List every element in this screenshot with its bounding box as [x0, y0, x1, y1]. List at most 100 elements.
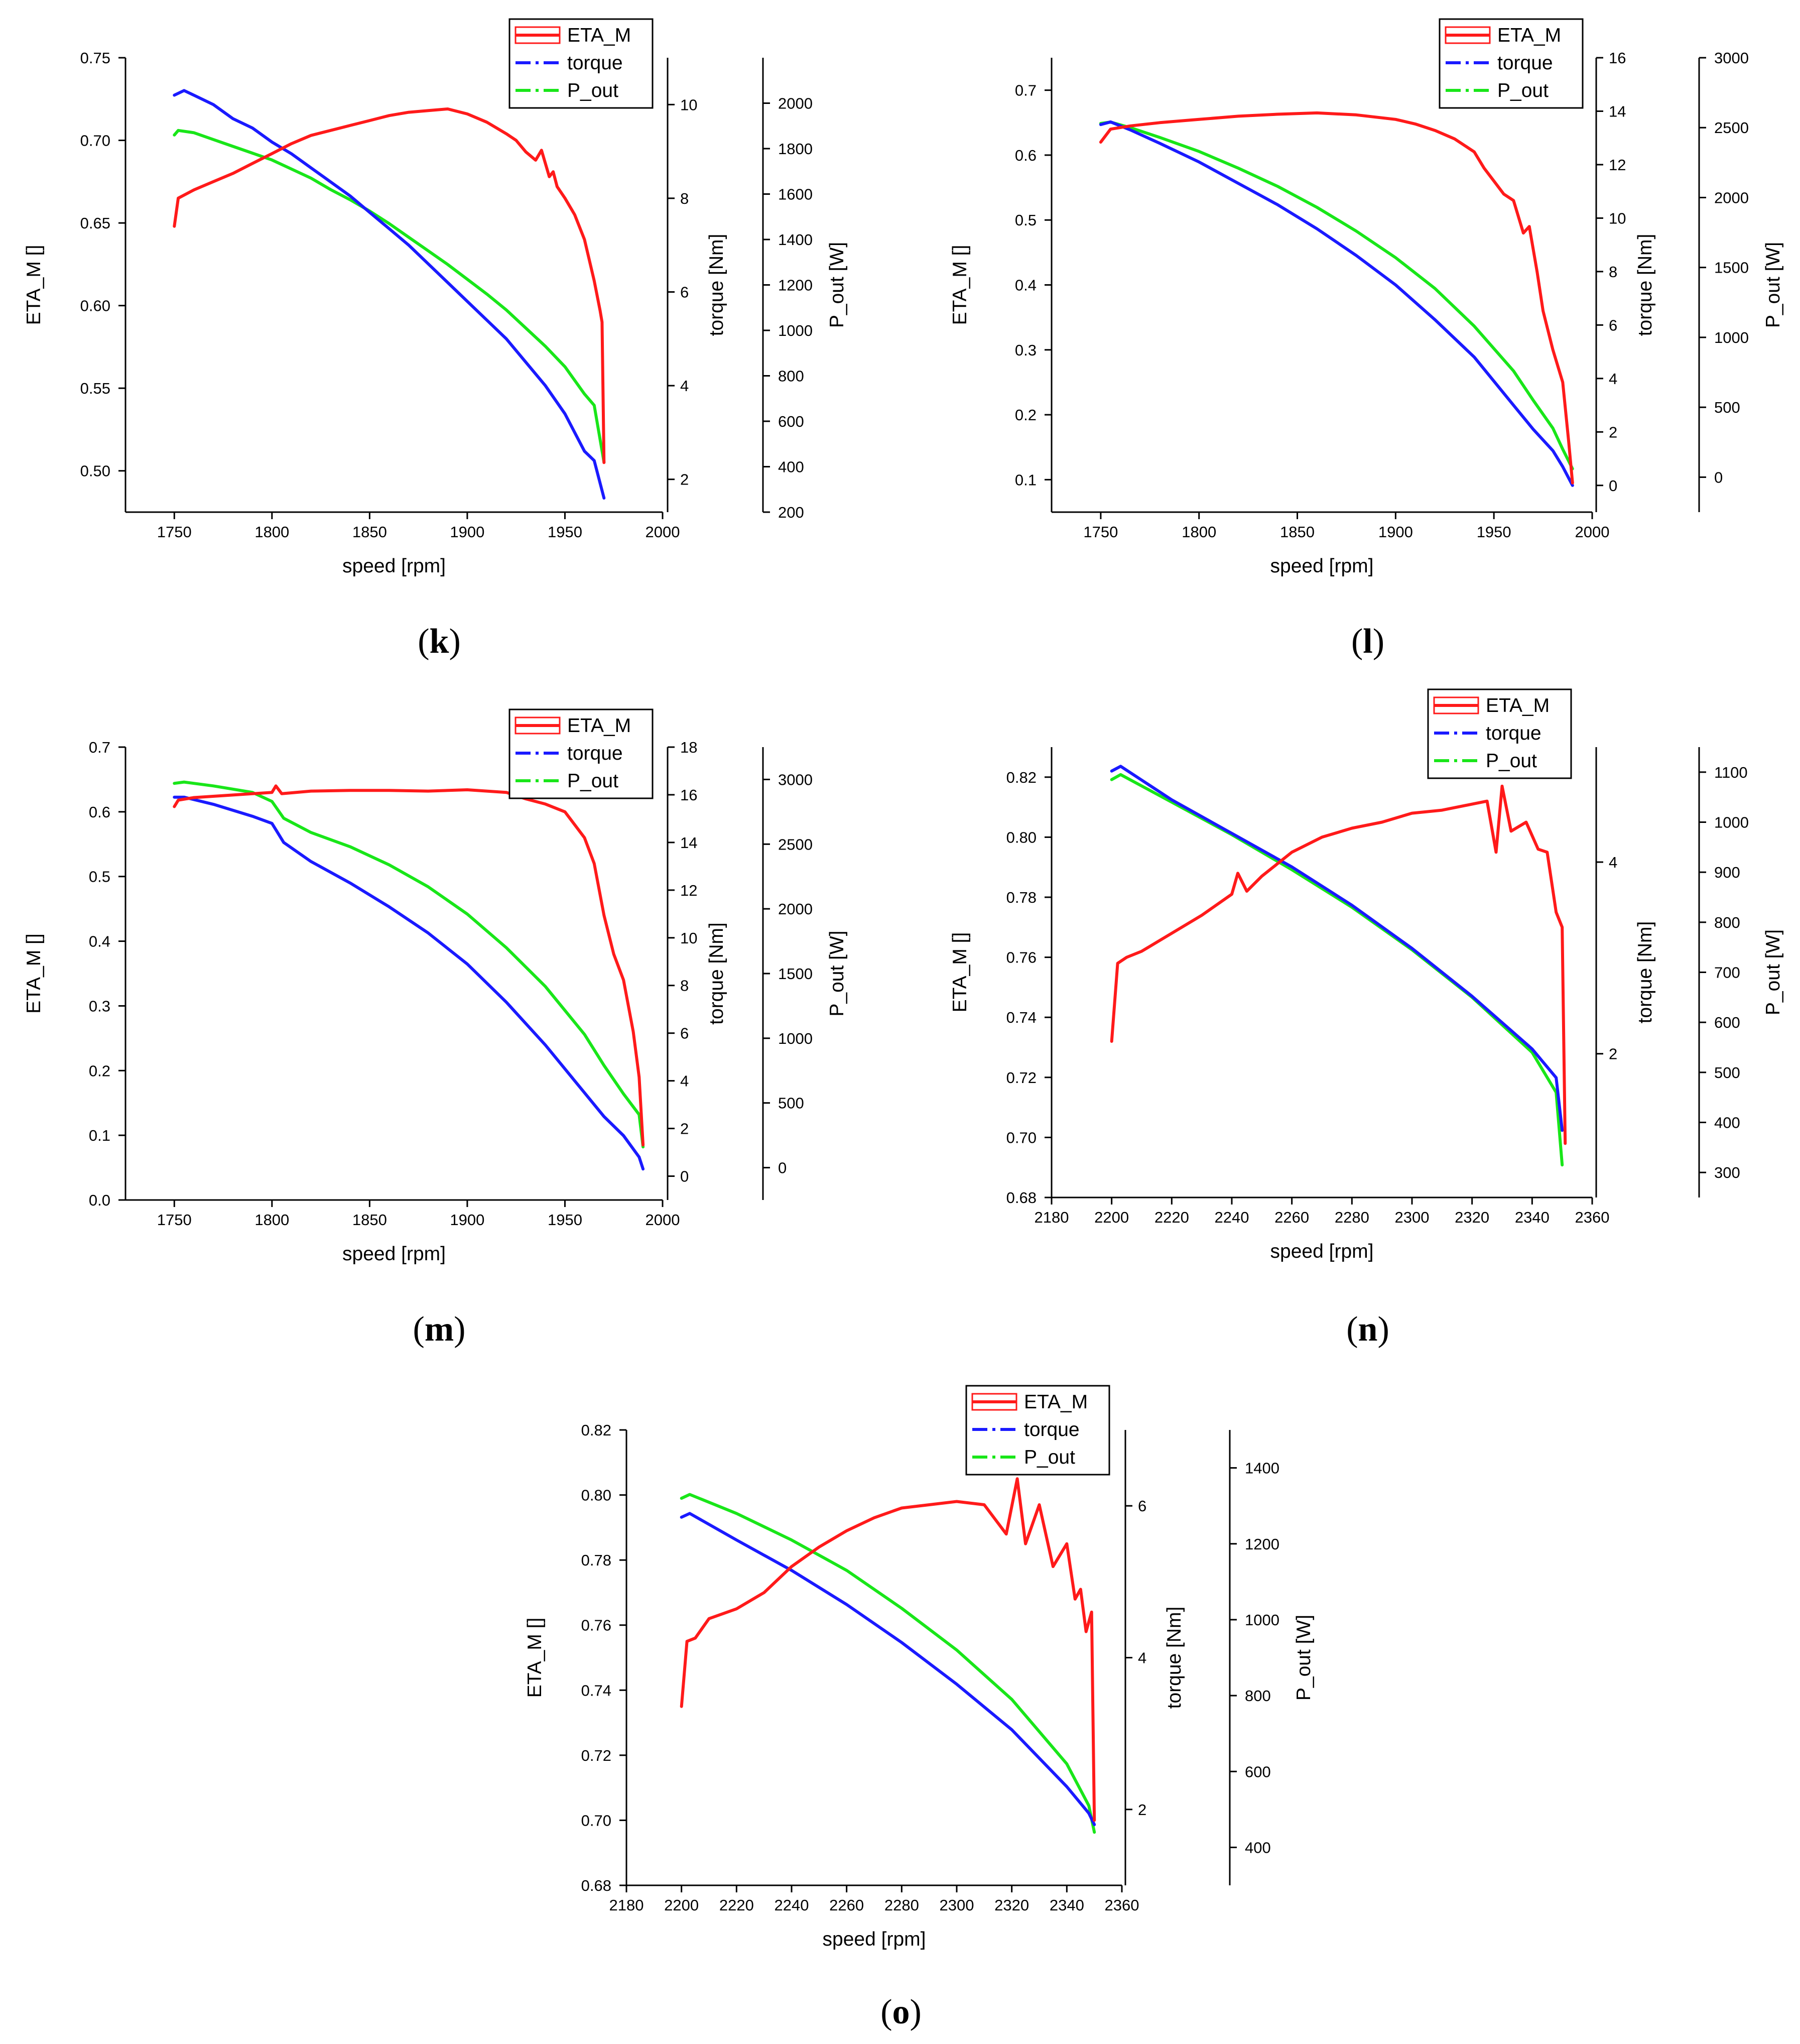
torque-tick-label: 2	[1138, 1801, 1146, 1819]
p-out-tick-label: 1600	[778, 186, 813, 203]
x-tick-label: 1850	[352, 1211, 387, 1229]
p-out-axis-label: P_out [W]	[1293, 1615, 1315, 1701]
eta-tick-label: 0.68	[1006, 1189, 1037, 1207]
torque-tick-label: 14	[680, 834, 697, 852]
torque-tick-label: 14	[1609, 102, 1626, 120]
eta-tick-label: 0.6	[1015, 147, 1037, 164]
legend-label-eta: ETA_M	[567, 25, 631, 46]
p-out-tick-label: 600	[1245, 1763, 1271, 1780]
eta-tick-label: 0.4	[1015, 277, 1037, 294]
eta-tick-label: 0.1	[1015, 471, 1037, 489]
legend-label-eta: ETA_M	[567, 715, 631, 737]
x-tick-label: 2000	[646, 1211, 680, 1229]
eta-tick-label: 0.6	[89, 803, 110, 821]
x-axis-label: speed [rpm]	[823, 1929, 926, 1950]
x-tick-label: 2240	[1215, 1209, 1249, 1226]
legend-label-torque: torque	[567, 52, 623, 74]
series-line-torque	[1110, 765, 1564, 1132]
eta-tick-label: 0.76	[1006, 949, 1037, 967]
torque-tick-label: 4	[680, 377, 689, 395]
p-out-tick-label: 1400	[1245, 1460, 1279, 1477]
p-out-tick-label: 2000	[778, 95, 813, 112]
torque-tick-label: 8	[680, 977, 689, 995]
x-tick-label: 2260	[1274, 1209, 1309, 1226]
legend-label-p_out: P_out	[1497, 80, 1549, 101]
series-line-p_out	[173, 129, 606, 464]
eta-tick-label: 0.72	[1006, 1069, 1037, 1087]
x-axis-label: speed [rpm]	[342, 1243, 446, 1265]
torque-tick-label: 4	[1138, 1649, 1146, 1667]
p-out-tick-label: 1400	[778, 231, 813, 249]
chart-panel-n: 2180 2200 2220 2240 2260 2280 2300 2320 2340 2360…	[949, 688, 1784, 1349]
series-line-torque	[173, 795, 645, 1171]
series-line-p_out	[1110, 773, 1564, 1167]
eta-tick-label: 0.78	[1006, 889, 1037, 906]
x-tick-label: 2340	[1515, 1209, 1550, 1226]
eta-tick-label: 0.74	[581, 1681, 611, 1699]
eta-tick-label: 0.80	[581, 1487, 611, 1504]
torque-tick-label: 18	[680, 739, 697, 756]
eta-tick-label: 0.7	[1015, 82, 1037, 99]
p-out-tick-label: 800	[1245, 1687, 1271, 1705]
p-out-tick-label: 2500	[1714, 119, 1749, 137]
x-tick-label: 2280	[884, 1896, 919, 1914]
chart-panel-o: 2180 2200 2220 2240 2260 2280 2300 2320 2340 2360…	[524, 1385, 1315, 2031]
eta-axis-label: ETA_M []	[949, 932, 971, 1013]
eta-tick-label: 0.65	[80, 214, 110, 232]
p-out-tick-label: 1000	[1714, 814, 1749, 831]
p-out-tick-label: 1500	[778, 965, 813, 983]
x-tick-label: 2200	[664, 1896, 699, 1914]
x-tick-label: 1750	[157, 1211, 192, 1229]
x-tick-label: 2220	[719, 1896, 754, 1914]
torque-tick-label: 16	[680, 786, 697, 804]
x-tick-label: 2200	[1094, 1209, 1129, 1226]
series-line-p_out	[1099, 121, 1574, 470]
x-tick-label: 2000	[646, 523, 680, 541]
legend-label-torque: torque	[1497, 52, 1553, 74]
eta-tick-label: 0.70	[581, 1812, 611, 1829]
legend-swatch-frame	[1433, 696, 1479, 714]
series-line-eta	[1099, 111, 1574, 485]
p-out-axis-label: P_out [W]	[1762, 242, 1784, 328]
torque-tick-label: 2	[1609, 423, 1617, 441]
legend-label-torque: torque	[567, 743, 623, 764]
torque-axis-label: torque [Nm]	[706, 234, 727, 336]
p-out-tick-label: 600	[1714, 1014, 1740, 1031]
eta-tick-label: 0.3	[1015, 341, 1037, 359]
series-line-eta	[173, 107, 606, 464]
x-tick-label: 2240	[775, 1896, 809, 1914]
torque-tick-label: 8	[680, 190, 689, 207]
legend-swatch-frame	[515, 716, 561, 735]
x-tick-label: 2360	[1575, 1209, 1610, 1226]
p-out-tick-label: 400	[1245, 1839, 1271, 1856]
torque-tick-label: 8	[1609, 263, 1617, 281]
p-out-tick-label: 3000	[778, 771, 813, 788]
chart-panel-k: 1750 1800 1850 1900 1950 2000 speed [rpm] 0.50 0…	[23, 18, 848, 661]
chart-panel-l: 1750 1800 1850 1900 1950 2000 speed [rpm] 0.1 0.…	[949, 18, 1784, 661]
torque-tick-label: 2	[1609, 1045, 1617, 1063]
eta-tick-label: 0.55	[80, 380, 110, 397]
x-tick-label: 2320	[1455, 1209, 1489, 1226]
eta-tick-label: 0.5	[1015, 211, 1037, 229]
p-out-axis-label: P_out [W]	[826, 242, 848, 328]
series-line-torque	[173, 89, 606, 500]
eta-axis-label: ETA_M []	[23, 933, 45, 1014]
eta-tick-label: 0.7	[89, 739, 110, 756]
torque-tick-label: 10	[1609, 209, 1626, 227]
eta-tick-label: 0.80	[1006, 828, 1037, 846]
p-out-tick-label: 700	[1714, 964, 1740, 982]
x-tick-label: 1950	[548, 523, 582, 541]
eta-tick-label: 0.4	[89, 933, 110, 950]
legend-label-p_out: P_out	[567, 770, 618, 792]
x-tick-label: 2220	[1154, 1209, 1189, 1226]
x-tick-label: 1800	[1182, 523, 1216, 541]
eta-tick-label: 0.2	[89, 1062, 110, 1079]
eta-tick-label: 0.82	[1006, 769, 1037, 786]
x-tick-label: 1900	[1378, 523, 1413, 541]
eta-tick-label: 0.70	[1006, 1129, 1037, 1146]
p-out-tick-label: 1000	[1245, 1611, 1279, 1629]
